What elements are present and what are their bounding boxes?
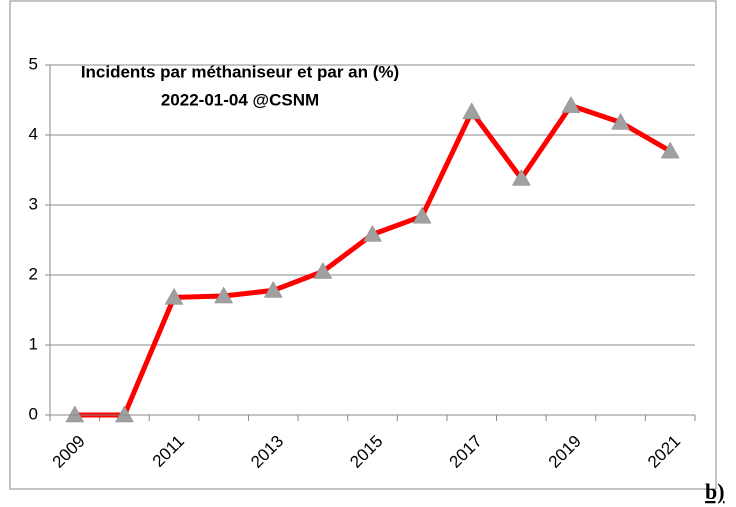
marker [263, 280, 283, 298]
marker [214, 286, 234, 304]
y-tick-label: 0 [29, 404, 38, 423]
marker [65, 405, 85, 423]
chart-title: Incidents par méthaniseur et par an (%) [81, 62, 399, 81]
marker [561, 96, 581, 113]
marker [164, 287, 184, 305]
marker [114, 405, 134, 423]
marker [363, 224, 382, 242]
y-tick-label: 3 [29, 194, 38, 213]
y-tick-label: 1 [29, 334, 38, 353]
chart-subtitle: 2022-01-04 @CSNM [161, 90, 319, 109]
marker [611, 112, 631, 130]
marker [412, 206, 432, 224]
marker [462, 102, 482, 120]
marker [313, 261, 333, 279]
y-tick-label: 5 [29, 54, 38, 73]
marker [660, 141, 680, 159]
caption: b) [705, 479, 725, 504]
marker [511, 168, 531, 186]
y-tick-label: 4 [29, 124, 38, 143]
y-tick-label: 2 [29, 264, 38, 283]
